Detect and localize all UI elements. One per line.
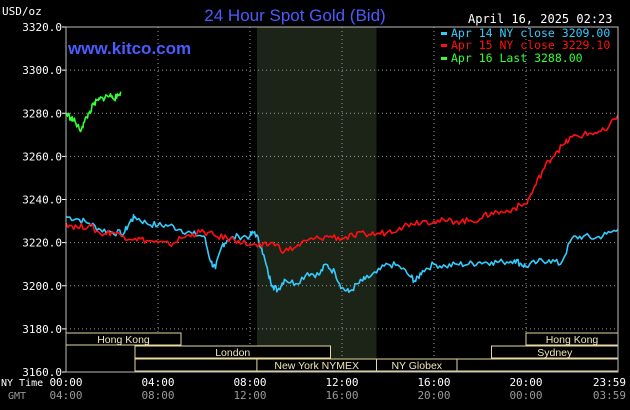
y-tick-label: 3220.0 bbox=[22, 237, 62, 250]
session-label: London bbox=[215, 347, 250, 359]
legend-entry: Apr 14 NY close 3209.00 bbox=[441, 26, 610, 40]
plot-frame bbox=[65, 26, 619, 373]
x-tick-label-ny: 23:59 bbox=[593, 376, 626, 389]
session-label: New York NYMEX bbox=[274, 360, 359, 372]
x-tick-label-gmt: 03:59 bbox=[593, 389, 626, 402]
series-line bbox=[65, 91, 122, 133]
ny-time-label: NY Time bbox=[1, 378, 43, 389]
x-tick-label-gmt: 12:00 bbox=[233, 389, 266, 402]
legend-entry: Apr 16 Last 3288.00 bbox=[441, 51, 583, 65]
unit-label: USD/oz bbox=[2, 5, 42, 18]
session-box bbox=[376, 358, 458, 372]
session-label: Hong Kong bbox=[546, 334, 599, 346]
x-tick-label-ny: 04:00 bbox=[141, 376, 174, 389]
gmt-label: GMT bbox=[8, 391, 26, 402]
x-tick-label-gmt: 04:00 bbox=[49, 389, 82, 402]
x-tick-label-ny: 00:00 bbox=[49, 376, 82, 389]
chart-title: 24 Hour Spot Gold (Bid) bbox=[204, 6, 385, 25]
x-tick-label-ny: 16:00 bbox=[417, 376, 450, 389]
legend-label: Apr 15 NY close 3229.10 bbox=[451, 38, 610, 52]
y-tick-label: 3300.0 bbox=[22, 64, 62, 77]
session-label: NY Globex bbox=[391, 360, 442, 372]
watermark: www.kitco.com bbox=[67, 39, 191, 58]
x-tick-label-ny: 12:00 bbox=[325, 376, 358, 389]
y-tick-label: 3180.0 bbox=[22, 323, 62, 336]
y-tick-label: 3280.0 bbox=[22, 107, 62, 120]
y-tick-label: 3320.0 bbox=[22, 21, 62, 34]
y-tick-label: 3260.0 bbox=[22, 150, 62, 163]
nymex-shade bbox=[256, 27, 377, 372]
y-tick-label: 3240.0 bbox=[22, 194, 62, 207]
y-tick-label: 3200.0 bbox=[22, 280, 62, 293]
legend-swatch bbox=[441, 32, 447, 35]
legend-label: Apr 14 NY close 3209.00 bbox=[451, 26, 610, 40]
x-tick-label-ny: 08:00 bbox=[233, 376, 266, 389]
legend-swatch bbox=[441, 44, 447, 47]
timestamp: April 16, 2025 02:23 bbox=[468, 12, 613, 26]
series-line bbox=[65, 214, 619, 294]
x-tick-label-gmt: 16:00 bbox=[325, 389, 358, 402]
legend-swatch bbox=[441, 57, 447, 60]
legend-entry: Apr 15 NY close 3229.10 bbox=[441, 38, 610, 52]
x-tick-label-gmt: 20:00 bbox=[417, 389, 450, 402]
x-tick-label-gmt: 08:00 bbox=[141, 389, 174, 402]
session-label: Hong Kong bbox=[97, 334, 150, 346]
y-tick-label: 3160.0 bbox=[22, 366, 62, 379]
legend-label: Apr 16 Last 3288.00 bbox=[451, 51, 583, 65]
legend: Apr 14 NY close 3209.00 Apr 15 NY close … bbox=[441, 26, 610, 65]
x-tick-label-gmt: 00:00 bbox=[509, 389, 542, 402]
session-box bbox=[134, 345, 331, 359]
series-line bbox=[65, 115, 619, 254]
session-label: Sydney bbox=[537, 347, 573, 359]
x-tick-label-ny: 20:00 bbox=[509, 376, 542, 389]
